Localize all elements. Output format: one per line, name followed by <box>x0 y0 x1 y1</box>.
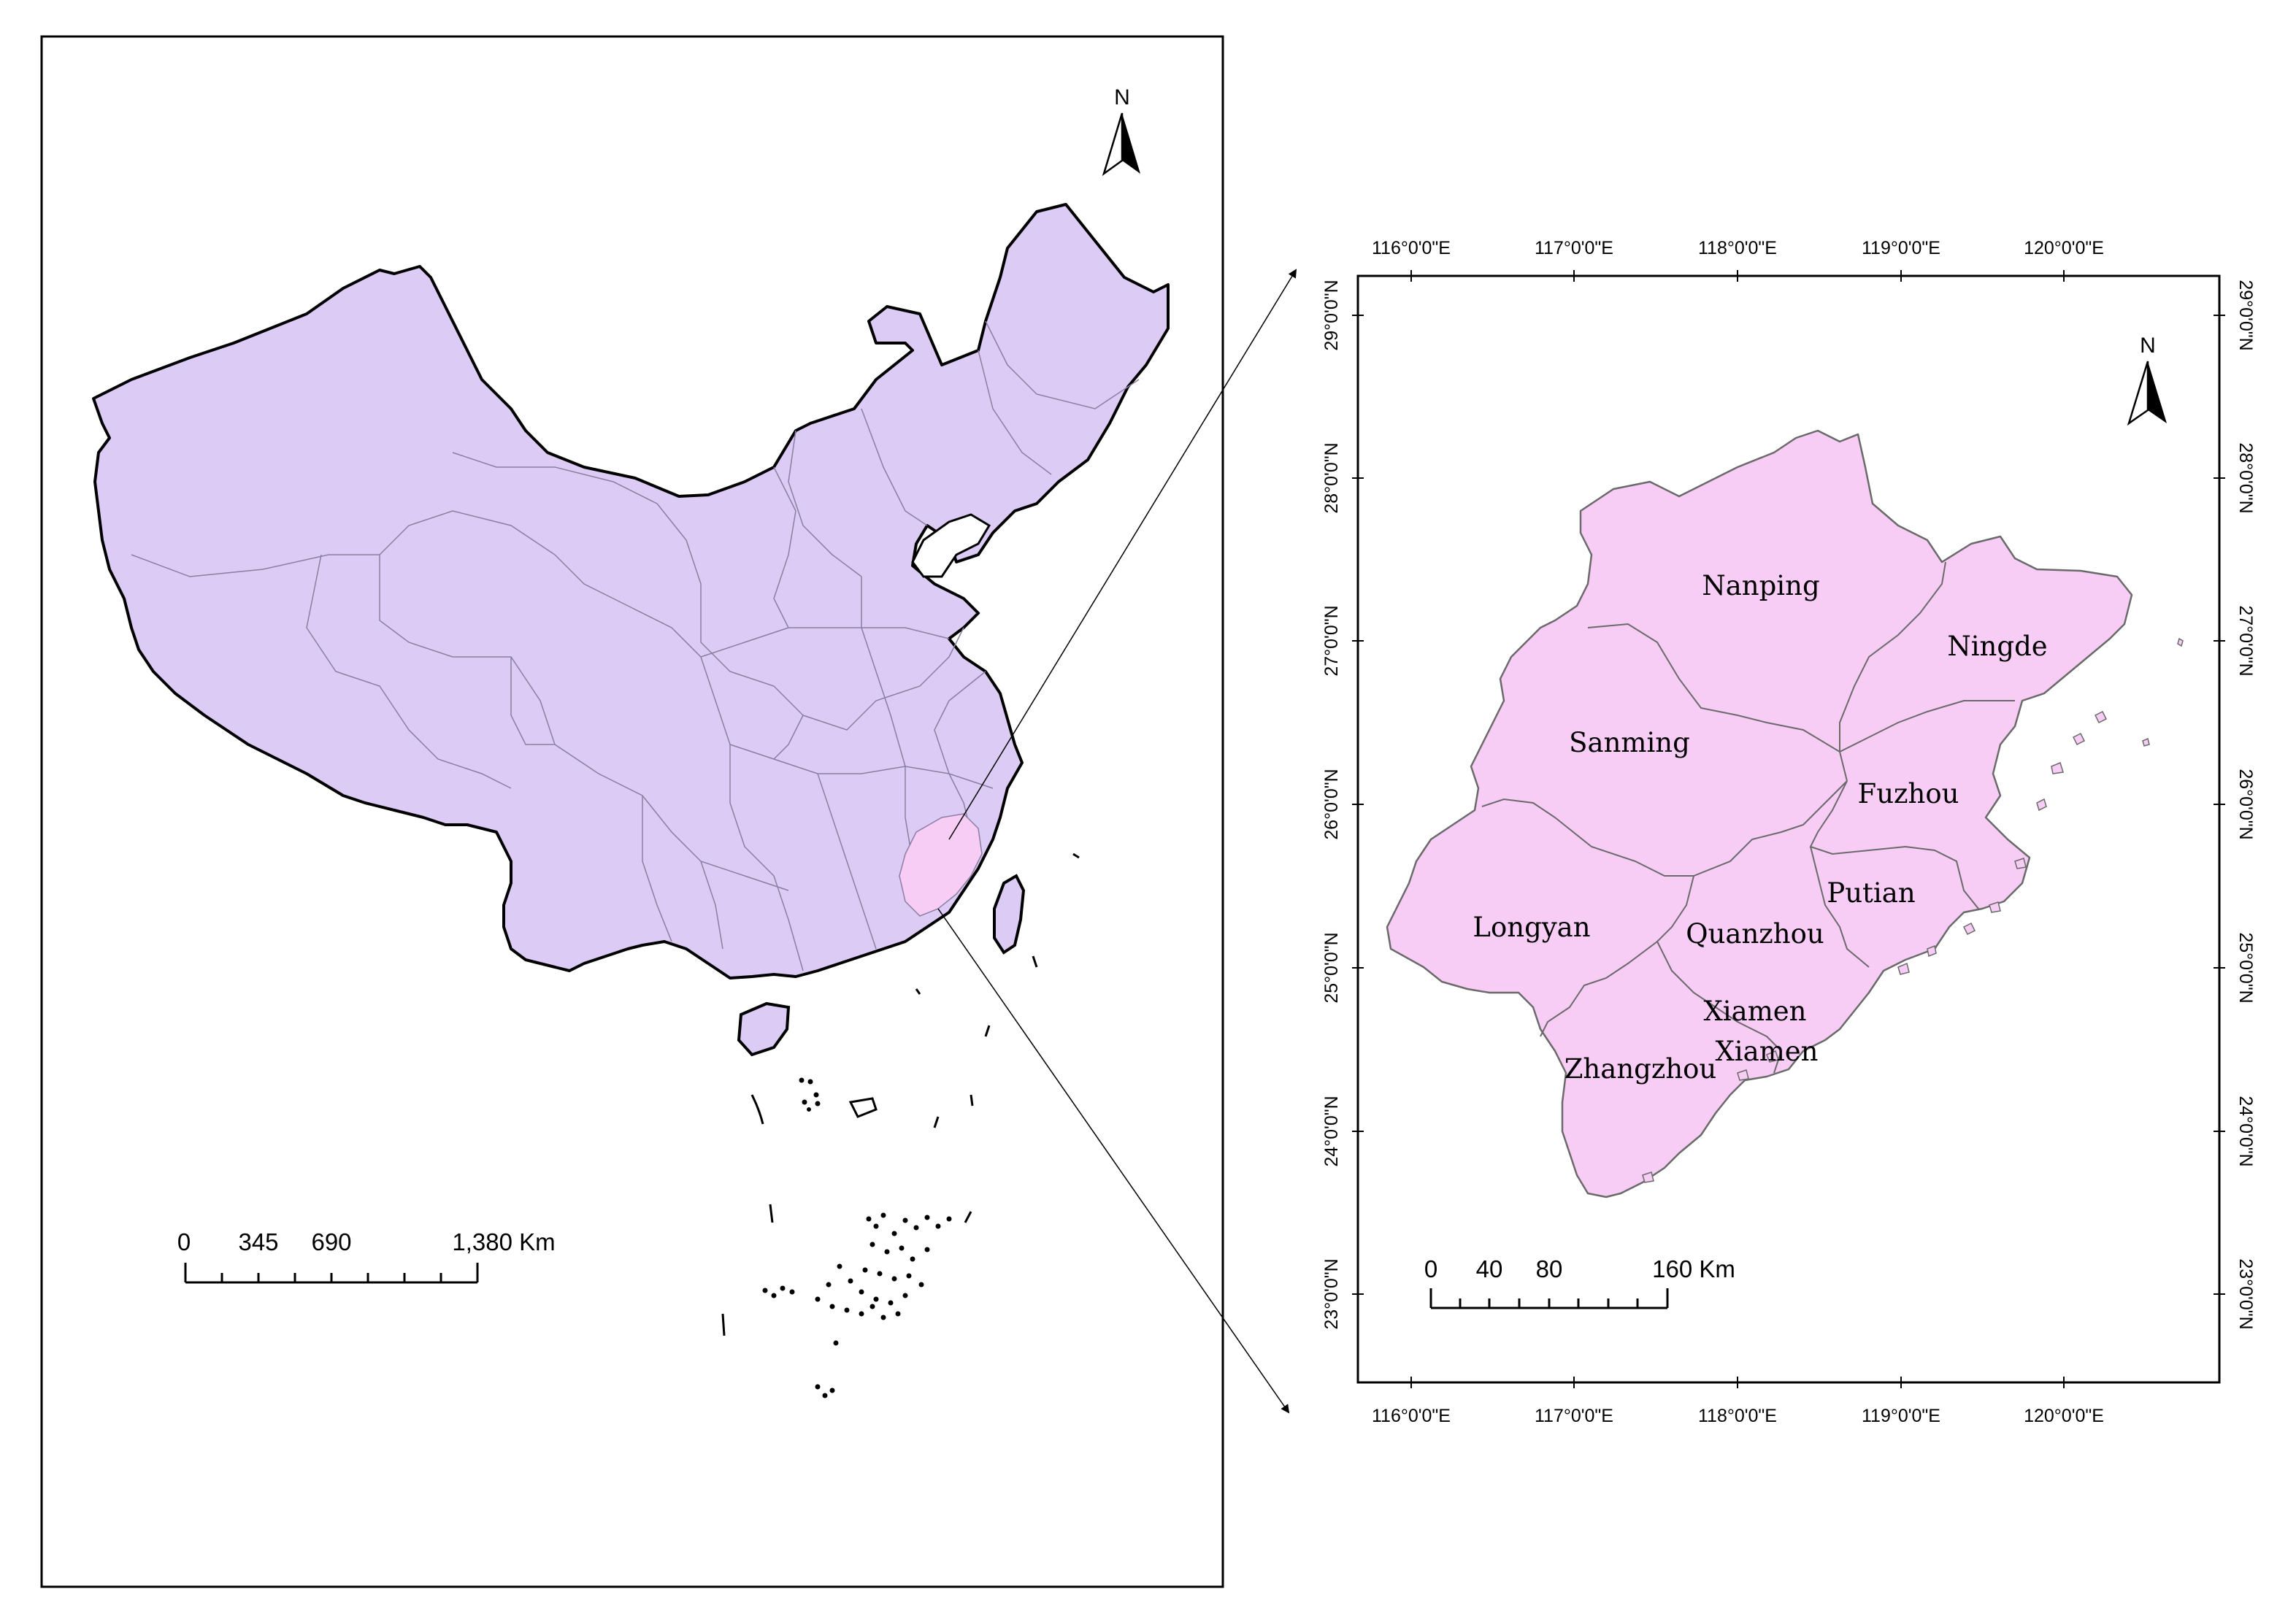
scale-label-2: 690 <box>311 1228 351 1255</box>
lon-label-bottom-4: 120°0'0"E <box>2024 1406 2104 1426</box>
north-label: N <box>1114 85 1130 109</box>
fujian-highlight <box>899 813 983 917</box>
scale-label-1: 345 <box>238 1228 278 1255</box>
city-labels: Nanping Ningde Sanming Fuzhou Putian Lon… <box>1473 570 2047 1085</box>
lat-label-right-4: 25°0'0"N <box>2235 932 2256 1003</box>
city-label-sanming: Sanming <box>1569 727 1690 758</box>
north-label-inset: N <box>2140 334 2156 358</box>
latitude-labels-left: 29°0'0"N 28°0'0"N 27°0'0"N 26°0'0"N 25°0… <box>1321 280 1342 1329</box>
scale-label-3: 1,380 Km <box>452 1228 555 1255</box>
city-label-ningde: Ningde <box>1947 631 2047 662</box>
bohai-sea <box>911 513 991 578</box>
province-boundaries <box>131 320 1140 971</box>
inset-scale-label-1: 40 <box>1476 1255 1503 1282</box>
inset-scale-label-3: 160 Km <box>1652 1255 1735 1282</box>
lat-label-left-1: 28°0'0"N <box>1321 442 1342 513</box>
longitude-ticks <box>1410 270 2065 1388</box>
city-label-fuzhou: Fuzhou <box>1858 778 1959 809</box>
connector-arrow-bottom <box>937 908 1290 1414</box>
lat-label-left-3: 26°0'0"N <box>1321 769 1342 839</box>
connector-arrow-top <box>948 269 1297 840</box>
south-china-sea-islands <box>721 853 1080 1398</box>
taiwan-island <box>993 874 1026 955</box>
lon-label-bottom-0: 116°0'0"E <box>1372 1406 1451 1426</box>
lon-label-top-0: 116°0'0"E <box>1372 238 1451 258</box>
north-arrow-overview: N <box>1102 85 1140 177</box>
scale-bar-overview: 0 345 690 1,380 Km <box>177 1228 556 1284</box>
lat-label-right-3: 26°0'0"N <box>2235 769 2256 839</box>
china-outline <box>92 203 1170 980</box>
lat-label-left-5: 24°0'0"N <box>1321 1096 1342 1166</box>
offshore-islands <box>1642 637 2184 1183</box>
longitude-labels-bottom: 116°0'0"E 117°0'0"E 118°0'0"E 119°0'0"E … <box>1372 1406 2104 1426</box>
lat-label-right-0: 29°0'0"N <box>2235 280 2256 350</box>
lon-label-bottom-1: 117°0'0"E <box>1535 1406 1613 1426</box>
city-label-xiamen-2: Xiamen <box>1715 1036 1818 1067</box>
lon-label-top-2: 118°0'0"E <box>1698 238 1777 258</box>
city-label-zhangzhou: Zhangzhou <box>1565 1053 1717 1085</box>
hainan-island <box>737 1001 791 1057</box>
latitude-labels-right: 29°0'0"N 28°0'0"N 27°0'0"N 26°0'0"N 25°0… <box>2235 280 2256 1329</box>
lon-label-top-1: 117°0'0"E <box>1535 238 1613 258</box>
city-label-nanping: Nanping <box>1702 570 1819 601</box>
lat-label-left-0: 29°0'0"N <box>1321 280 1342 350</box>
lat-label-right-1: 28°0'0"N <box>2235 442 2256 513</box>
fujian-province <box>1386 429 2133 1198</box>
scale-label-0: 0 <box>177 1228 191 1255</box>
lat-label-left-2: 27°0'0"N <box>1321 605 1342 676</box>
city-label-longyan: Longyan <box>1473 912 1590 943</box>
lat-label-left-6: 23°0'0"N <box>1321 1258 1342 1329</box>
lon-label-bottom-3: 119°0'0"E <box>1862 1406 1940 1426</box>
north-arrow-inset: N <box>2127 334 2167 426</box>
longitude-labels-top: 116°0'0"E 117°0'0"E 118°0'0"E 119°0'0"E … <box>1372 238 2104 258</box>
lat-label-right-2: 27°0'0"N <box>2235 605 2256 676</box>
latitude-ticks <box>1352 315 2225 1295</box>
prefecture-boundaries <box>1481 561 2015 1074</box>
city-label-putian: Putian <box>1827 877 1915 909</box>
inset-scale-label-2: 80 <box>1536 1255 1563 1282</box>
lat-label-right-6: 23°0'0"N <box>2235 1258 2256 1329</box>
city-label-quanzhou: Quanzhou <box>1686 918 1824 950</box>
city-label-xiamen-1: Xiamen <box>1703 996 1806 1027</box>
lon-label-top-4: 120°0'0"E <box>2024 238 2104 258</box>
lat-label-right-5: 24°0'0"N <box>2235 1096 2256 1166</box>
lon-label-top-3: 119°0'0"E <box>1862 238 1940 258</box>
lat-label-left-4: 25°0'0"N <box>1321 932 1342 1003</box>
inset-scale-label-0: 0 <box>1424 1255 1437 1282</box>
scale-bar-inset: 0 40 80 160 Km <box>1424 1255 1735 1309</box>
lon-label-bottom-2: 118°0'0"E <box>1698 1406 1777 1426</box>
